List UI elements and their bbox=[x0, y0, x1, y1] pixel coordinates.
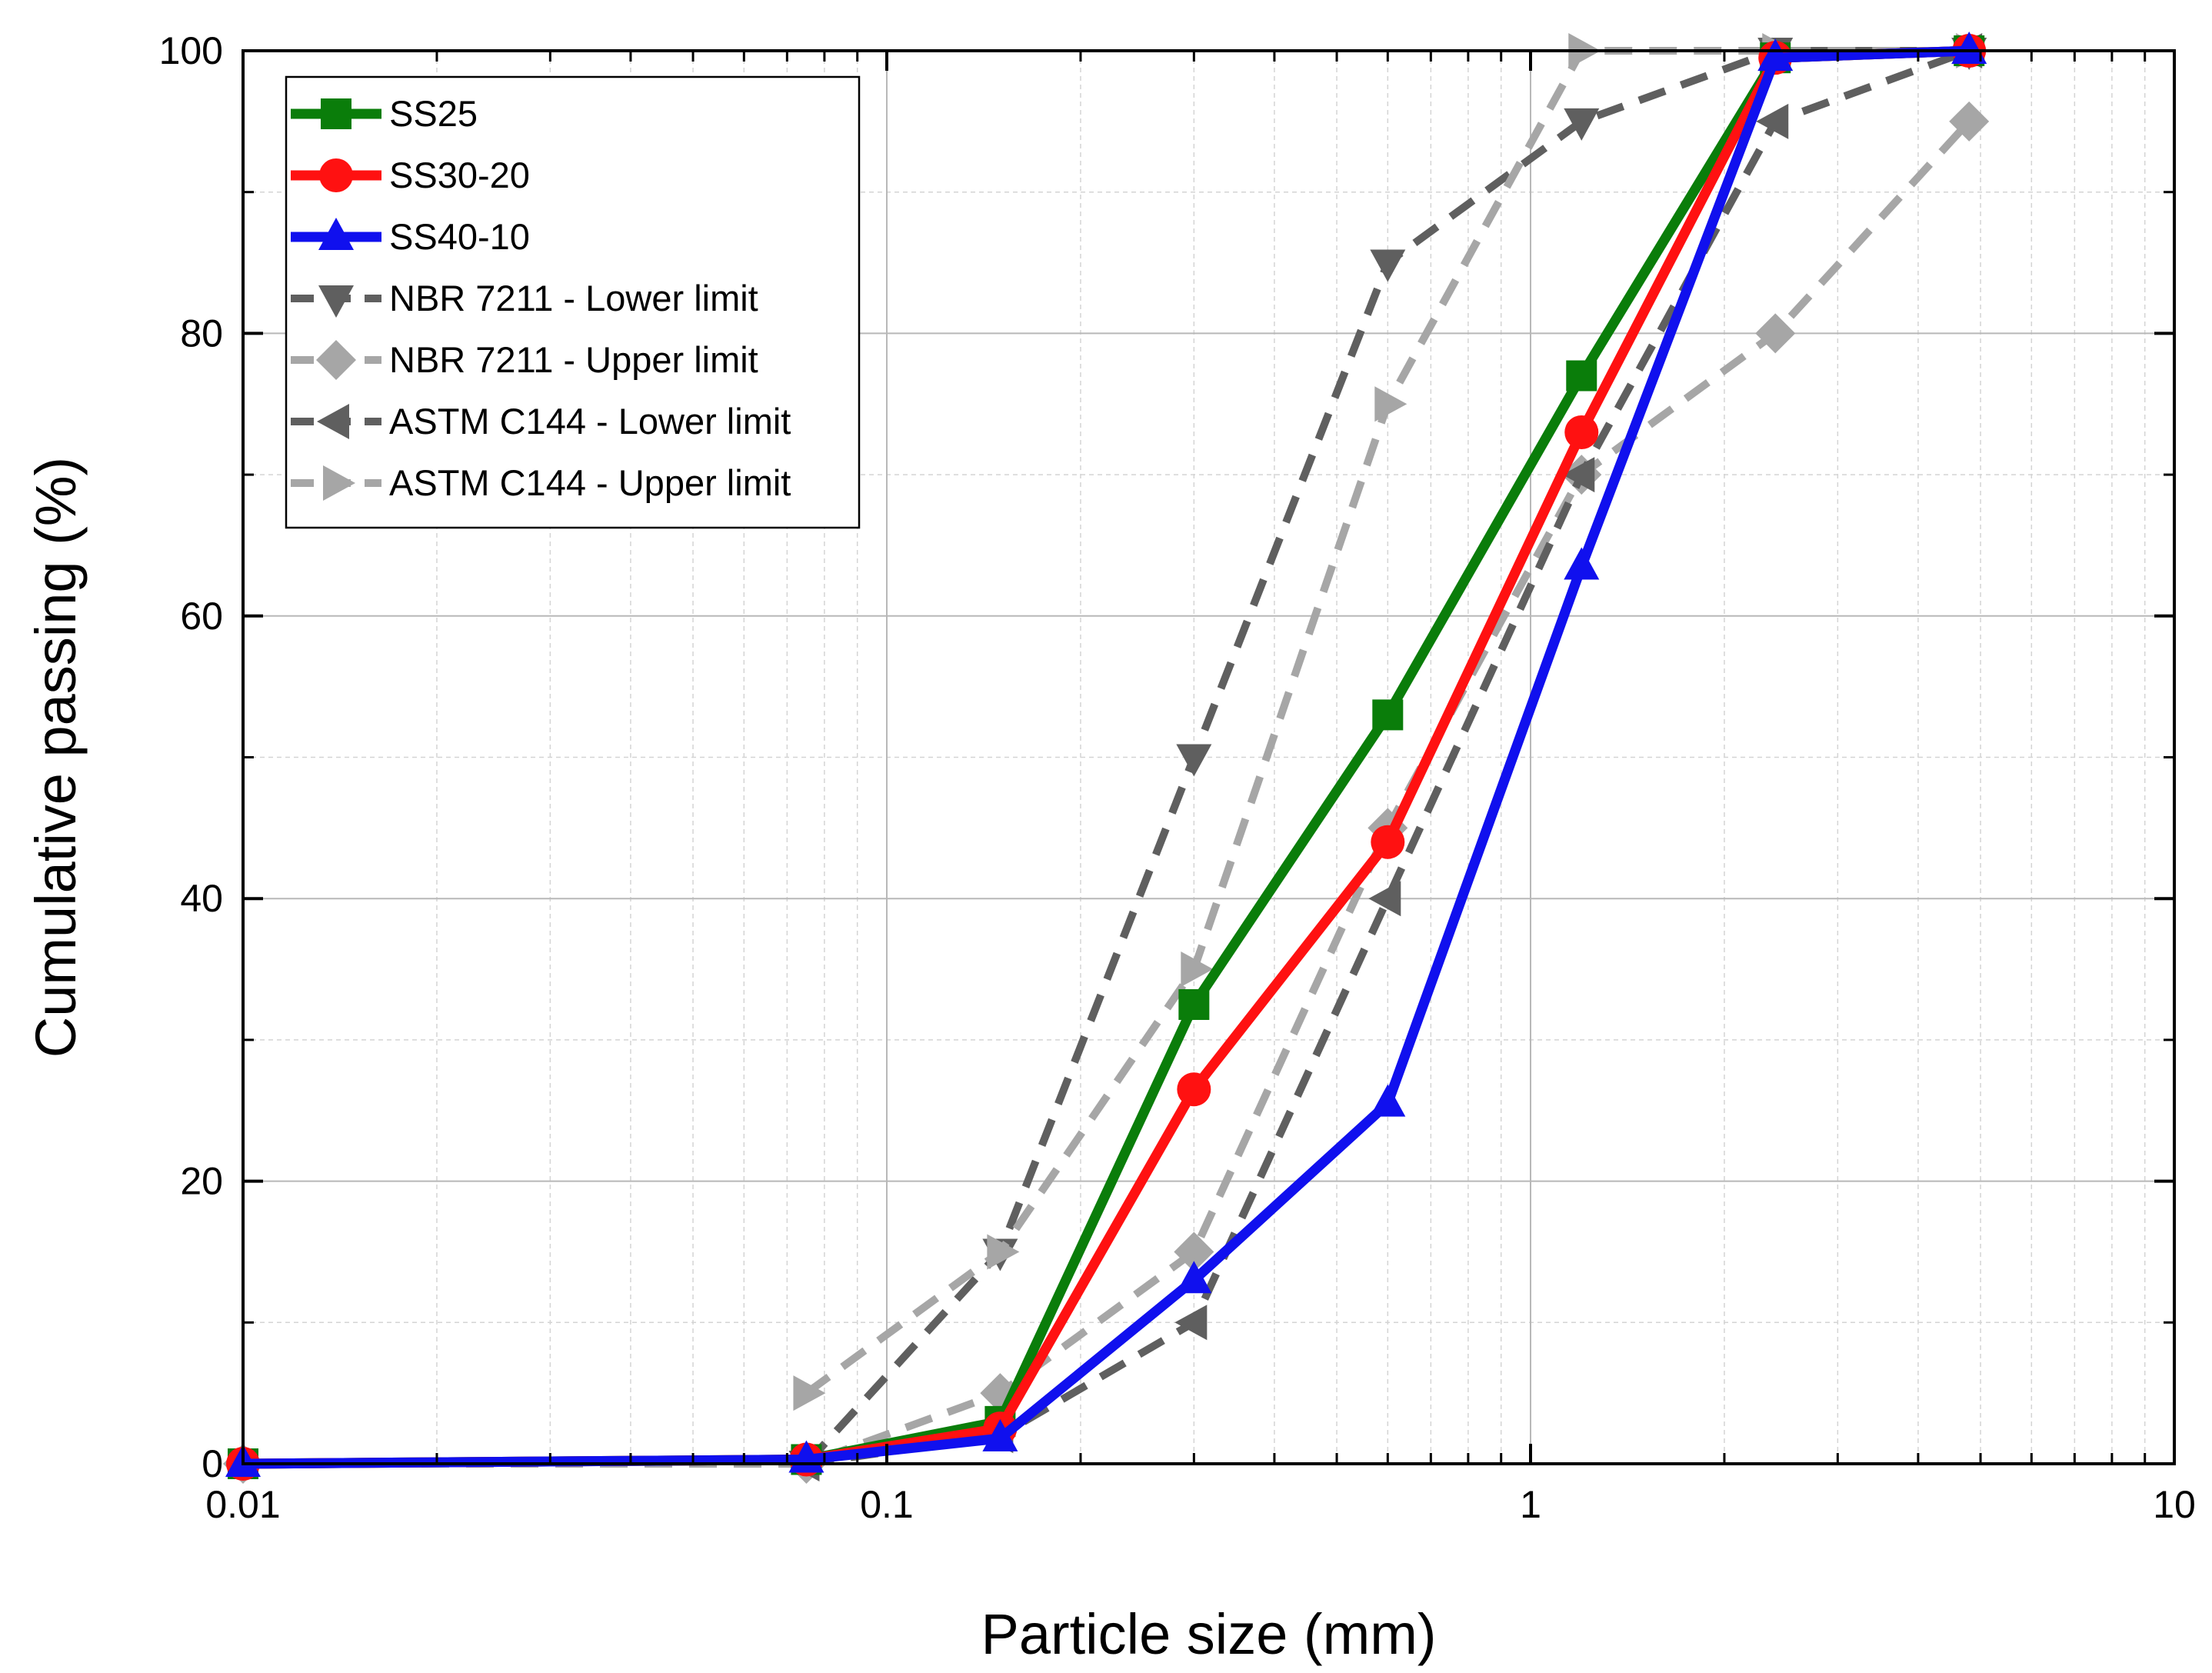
x-tick-label: 10 bbox=[2153, 1483, 2196, 1526]
data-point-nbr-7211-lower-limit bbox=[1176, 744, 1212, 777]
data-point-ss30-20 bbox=[1564, 415, 1599, 449]
legend-item-ss40-10: SS40-10 bbox=[291, 216, 530, 257]
data-point-astm-c144-lower-limit bbox=[1756, 103, 1789, 139]
data-point-ss40-10 bbox=[1951, 32, 1987, 64]
legend-item-astm-c144-upper-limit: ASTM C144 - Upper limit bbox=[291, 462, 791, 503]
y-axis-title: Cumulative passing (%) bbox=[24, 457, 88, 1058]
data-point-ss30-20 bbox=[1371, 825, 1405, 859]
data-point-astm-c144-lower-limit bbox=[1174, 1305, 1208, 1341]
legend-label-nbr-7211-upper-limit: NBR 7211 - Upper limit bbox=[389, 339, 758, 380]
legend-label-ss30-20: SS30-20 bbox=[389, 155, 530, 195]
legend-box bbox=[285, 75, 861, 529]
legend-marker-astm-c144-upper-limit bbox=[323, 465, 355, 501]
legend-label-astm-c144-lower-limit: ASTM C144 - Lower limit bbox=[389, 401, 791, 442]
x-tick-label: 1 bbox=[1520, 1483, 1541, 1526]
legend-item-ss25: SS25 bbox=[291, 93, 478, 134]
x-tick-label: 0.1 bbox=[860, 1483, 914, 1526]
legend-item-nbr-7211-upper-limit: NBR 7211 - Upper limit bbox=[291, 339, 758, 380]
legend-item-astm-c144-lower-limit: ASTM C144 - Lower limit bbox=[291, 401, 791, 442]
legend-item-nbr-7211-lower-limit: NBR 7211 - Lower limit bbox=[291, 278, 758, 318]
y-tick-label: 0 bbox=[202, 1442, 223, 1485]
data-point-ss40-10 bbox=[1564, 547, 1600, 580]
y-tick-label: 20 bbox=[180, 1160, 223, 1203]
data-point-astm-c144-upper-limit bbox=[1374, 386, 1407, 422]
y-tick-label: 80 bbox=[180, 312, 223, 355]
y-tick-labels: 0 20 40 60 80 100 bbox=[159, 29, 223, 1485]
x-axis-title: Particle size (mm) bbox=[981, 1602, 1436, 1666]
data-point-ss25 bbox=[1178, 988, 1210, 1020]
legend-label-ss25: SS25 bbox=[389, 93, 478, 134]
data-point-nbr-7211-upper-limit bbox=[1174, 1231, 1214, 1272]
data-point-ss25 bbox=[1372, 699, 1404, 731]
data-point-astm-c144-upper-limit bbox=[793, 1375, 826, 1411]
legend-item-ss30-20: SS30-20 bbox=[291, 155, 530, 195]
x-tick-labels: 0.01 0.1 1 10 bbox=[205, 1483, 2195, 1526]
data-point-ss30-20 bbox=[1177, 1072, 1211, 1107]
data-point-astm-c144-lower-limit bbox=[1368, 881, 1401, 917]
data-point-ss40-10 bbox=[1176, 1261, 1212, 1294]
legend-marker-ss25 bbox=[321, 98, 351, 129]
data-point-astm-c144-upper-limit bbox=[1181, 951, 1214, 988]
data-point-ss40-10 bbox=[1757, 38, 1794, 72]
data-point-nbr-7211-upper-limit bbox=[1949, 101, 1990, 142]
y-tick-label: 40 bbox=[180, 877, 223, 920]
legend-marker-astm-c144-lower-limit bbox=[317, 404, 349, 439]
legend-label-astm-c144-upper-limit: ASTM C144 - Upper limit bbox=[389, 462, 791, 503]
legend-marker-nbr-7211-lower-limit bbox=[318, 285, 354, 318]
x-tick-label: 0.01 bbox=[205, 1483, 280, 1526]
data-point-nbr-7211-lower-limit bbox=[1370, 249, 1406, 282]
legend-marker-ss40-10 bbox=[318, 218, 354, 250]
data-point-nbr-7211-lower-limit bbox=[1564, 108, 1600, 141]
legend-label-ss40-10: SS40-10 bbox=[389, 216, 530, 257]
data-point-astm-c144-upper-limit bbox=[987, 1234, 1020, 1270]
legend-label-nbr-7211-lower-limit: NBR 7211 - Lower limit bbox=[389, 278, 758, 318]
data-point-ss25 bbox=[1566, 360, 1597, 392]
data-point-ss40-10 bbox=[982, 1418, 1018, 1451]
y-tick-label: 100 bbox=[159, 29, 223, 72]
data-point-astm-c144-lower-limit bbox=[1562, 457, 1595, 493]
legend-marker-ss30-20 bbox=[319, 158, 353, 192]
series-layer bbox=[223, 32, 1990, 1484]
legend: SS25 SS30-20 SS40-10 NBR 7211 - Lower limit… bbox=[285, 75, 861, 529]
legend-marker-nbr-7211-upper-limit bbox=[316, 340, 356, 380]
axis-ticks bbox=[242, 49, 2176, 1465]
data-point-ss40-10 bbox=[1370, 1084, 1406, 1117]
data-point-nbr-7211-upper-limit bbox=[1755, 313, 1796, 354]
series-line-ss40-10 bbox=[242, 45, 1970, 1469]
y-tick-label: 60 bbox=[180, 595, 223, 638]
